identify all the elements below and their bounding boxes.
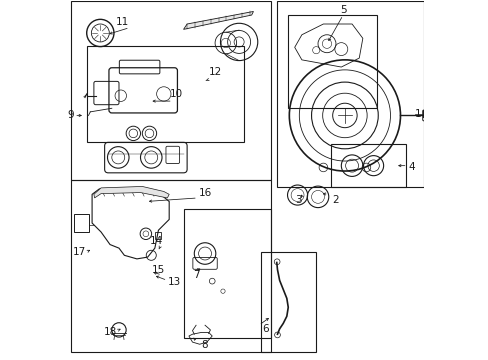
Text: 11: 11 [116,17,129,27]
Polygon shape [183,12,253,30]
Text: 17: 17 [73,247,86,257]
Text: 7: 7 [192,270,199,280]
Text: 2: 2 [332,195,339,205]
Polygon shape [94,186,169,198]
Text: 8: 8 [202,340,208,350]
Text: 3: 3 [294,195,301,205]
Text: 10: 10 [169,89,183,99]
Text: 16: 16 [198,188,211,198]
Text: 13: 13 [167,277,181,287]
Text: 9: 9 [67,111,74,121]
Text: 4: 4 [407,162,414,172]
Text: 15: 15 [151,265,165,275]
Text: 14: 14 [150,236,163,246]
Text: 12: 12 [209,67,222,77]
Text: 18: 18 [103,327,117,337]
Text: 5: 5 [339,5,346,15]
Text: 1: 1 [414,109,421,119]
Text: 6: 6 [262,324,269,334]
